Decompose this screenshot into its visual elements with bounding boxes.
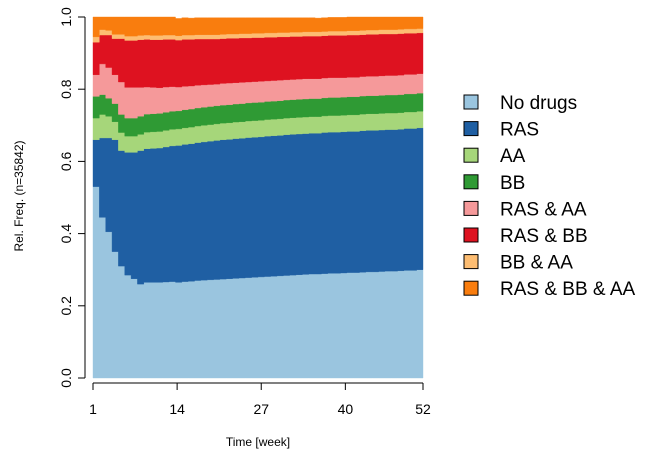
legend-swatch [463, 94, 479, 110]
legend-swatch [463, 174, 479, 190]
y-axis-title: Rel. Freq. (n=35842) [12, 140, 26, 251]
legend-label: BB [500, 173, 525, 194]
y-tick-label: 0.8 [58, 79, 74, 99]
area-series-7 [92, 16, 424, 38]
x-tick-label: 27 [253, 401, 269, 417]
y-tick-label: 0.0 [58, 368, 74, 388]
area-series-1 [92, 127, 424, 285]
legend-label: BB & AA [500, 253, 573, 274]
x-axis-title: Time [week] [226, 435, 290, 449]
legend-swatch [463, 147, 479, 163]
legend-swatch [463, 227, 479, 243]
x-tick-label: 40 [338, 401, 354, 417]
x-tick-label: 1 [89, 401, 97, 417]
legend-swatch [463, 121, 479, 137]
legend: No drugs RAS AA BB RAS & AA RAS & BB BB & AA RA… [463, 93, 635, 300]
legend-swatch [463, 200, 479, 216]
y-tick-label: 0.2 [58, 296, 74, 316]
legend-label: No drugs [500, 93, 577, 114]
y-tick-label: 1.0 [58, 7, 74, 27]
plot-area [92, 16, 424, 379]
y-tick-label: 0.4 [58, 224, 74, 244]
legend-label: RAS [500, 120, 539, 141]
legend-swatch [463, 280, 479, 296]
x-tick-label: 14 [169, 401, 185, 417]
legend-label: AA [500, 146, 526, 167]
legend-label: RAS & BB & AA [500, 279, 635, 300]
legend-swatch [463, 254, 479, 270]
x-tick-label: 52 [415, 401, 431, 417]
legend-label: RAS & BB [500, 226, 588, 247]
x-axis: 1 14 27 40 52 [89, 382, 431, 417]
y-axis: 0.0 0.2 0.4 0.6 0.8 1.0 [58, 7, 86, 388]
y-tick-label: 0.6 [58, 151, 74, 171]
legend-label: RAS & AA [500, 199, 587, 220]
